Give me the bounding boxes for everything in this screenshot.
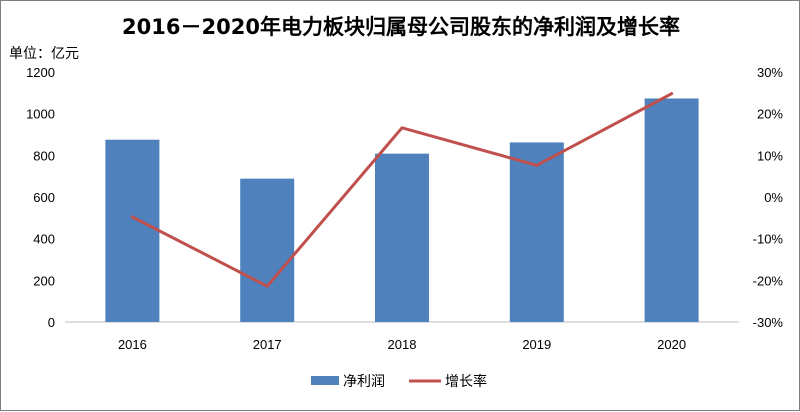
x-tick-label: 2020 xyxy=(657,337,686,352)
line-point xyxy=(535,163,539,167)
right-tick-label: -30% xyxy=(753,315,784,330)
right-axis-ticks: -30% -20% -10% 0% 10% 20% 30% xyxy=(753,65,784,330)
right-tick-label: 0% xyxy=(764,190,783,205)
left-tick-label: 1200 xyxy=(26,65,55,80)
unit-label: 单位：亿元 xyxy=(9,46,79,62)
bar xyxy=(375,153,429,322)
bar xyxy=(644,98,699,322)
category-labels: 2016 2017 2018 2019 2020 xyxy=(118,337,686,352)
x-tick-label: 2017 xyxy=(253,337,282,352)
right-tick-label: 10% xyxy=(757,148,783,163)
left-tick-label: 600 xyxy=(33,190,55,205)
right-tick-label: -10% xyxy=(753,232,784,247)
bar xyxy=(105,139,160,322)
line-point xyxy=(400,126,404,130)
left-tick-label: 800 xyxy=(33,148,55,163)
left-tick-label: 200 xyxy=(33,273,55,288)
legend-label-bar: 净利润 xyxy=(343,374,385,390)
legend-swatch-bar xyxy=(311,376,339,385)
left-tick-label: 1000 xyxy=(26,107,55,122)
legend: 净利润 增长率 xyxy=(311,373,487,390)
line-point xyxy=(670,92,674,96)
x-tick-label: 2016 xyxy=(118,337,147,352)
legend-label-line: 增长率 xyxy=(445,373,487,390)
bar xyxy=(240,178,295,322)
right-tick-label: 20% xyxy=(757,107,783,122)
line-point xyxy=(130,215,134,219)
line-point xyxy=(265,284,269,288)
left-axis-ticks: 0 200 400 600 800 1000 1200 xyxy=(26,65,55,330)
chart-title: 2016－2020年电力板块归属母公司股东的净利润及增长率 xyxy=(122,15,680,39)
right-tick-label: -20% xyxy=(753,273,784,288)
x-tick-label: 2018 xyxy=(388,337,417,352)
x-tick-label: 2019 xyxy=(522,337,551,352)
right-tick-label: 30% xyxy=(757,65,783,80)
left-tick-label: 0 xyxy=(48,315,55,330)
bar-series xyxy=(105,98,699,322)
bar xyxy=(509,142,564,322)
left-tick-label: 400 xyxy=(33,232,55,247)
line-series xyxy=(130,92,674,288)
